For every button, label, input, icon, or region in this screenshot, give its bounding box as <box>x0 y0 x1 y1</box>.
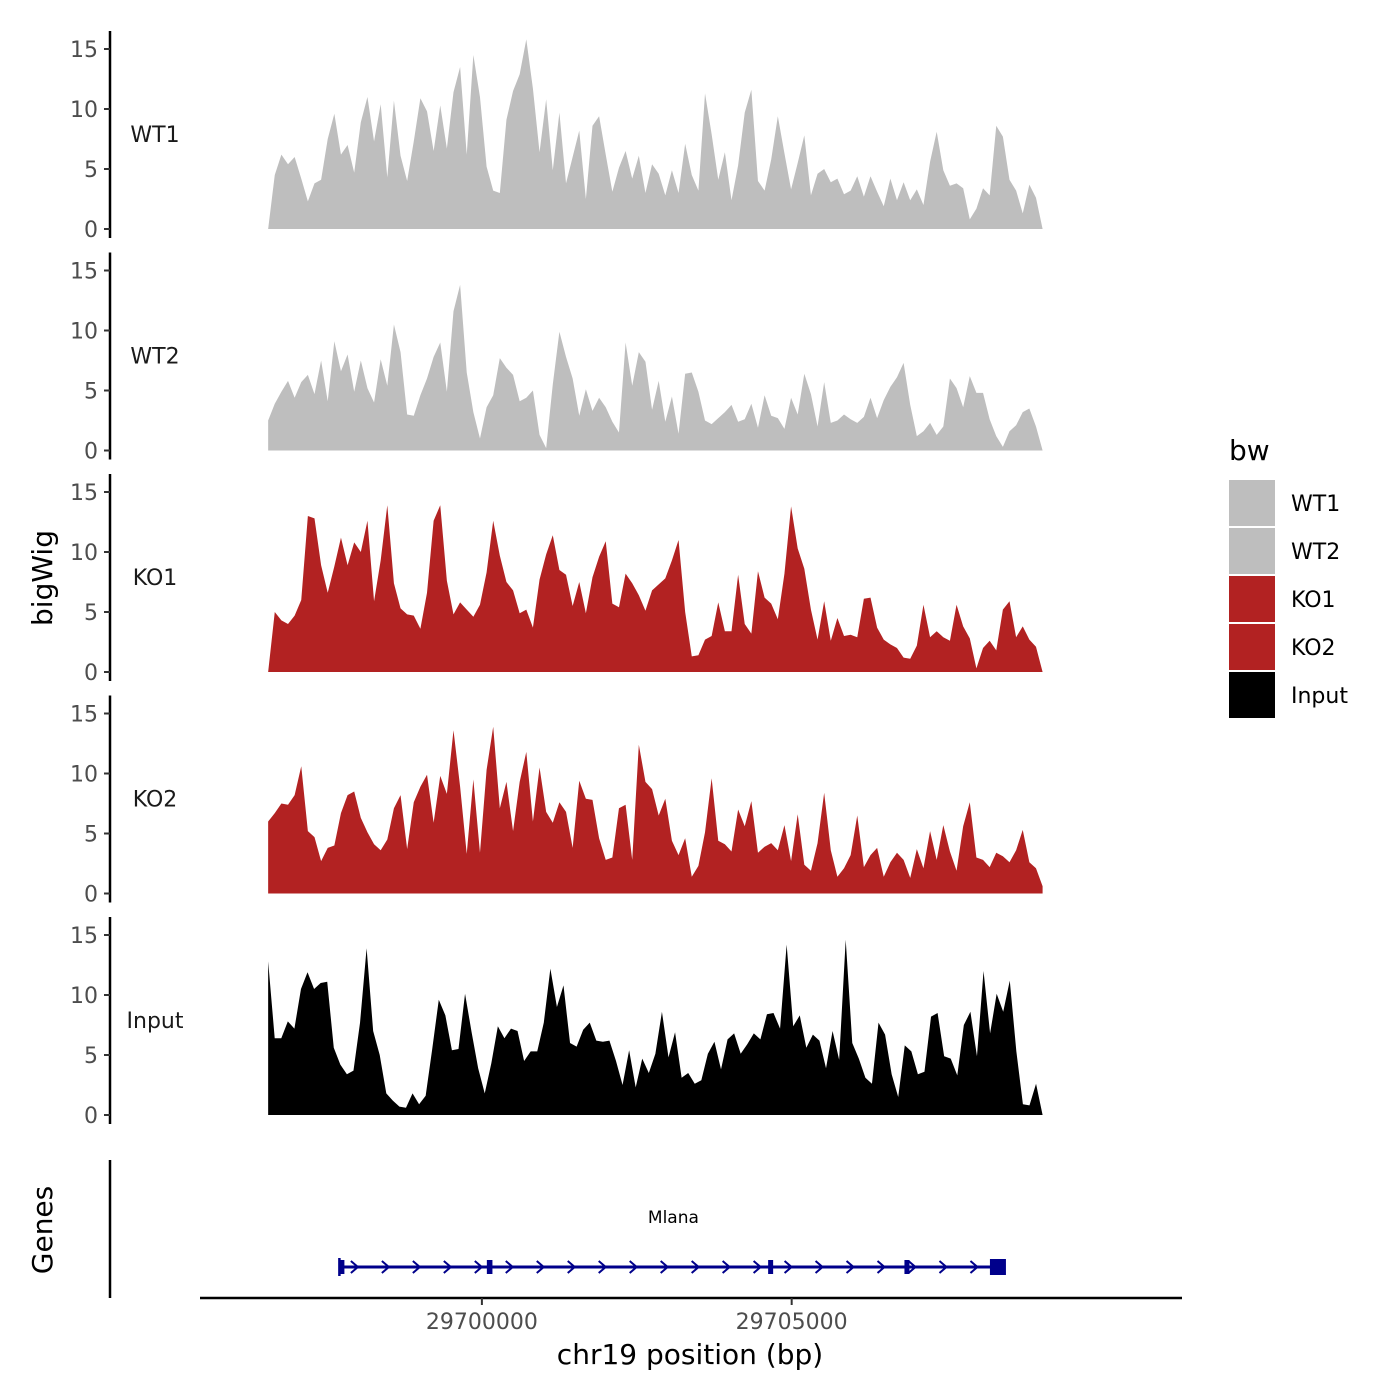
y-tick-label: 5 <box>84 158 98 183</box>
strand-arrow <box>381 1260 391 1274</box>
y-tick-label: 5 <box>84 823 98 848</box>
strand-arrow <box>690 1260 701 1274</box>
strand-arrow <box>814 1260 825 1274</box>
gene-name-label: Mlana <box>648 1208 699 1228</box>
legend-label: KO1 <box>1291 588 1336 613</box>
area-input <box>268 939 1043 1115</box>
legend-label: Input <box>1291 684 1348 709</box>
y-tick-label: 15 <box>70 260 98 285</box>
legend-title: bw <box>1229 434 1270 467</box>
strand-arrow <box>598 1260 608 1274</box>
legend-swatch <box>1229 624 1275 670</box>
area-wt2 <box>268 284 1043 451</box>
gene-exon <box>989 1259 1006 1275</box>
legend-swatch <box>1229 672 1275 718</box>
area-wt1 <box>268 39 1043 230</box>
y-axis-title: bigWig <box>26 530 59 626</box>
strand-arrow <box>969 1260 979 1274</box>
x-tick-label: 29700000 <box>426 1310 538 1335</box>
area-ko1 <box>268 505 1043 672</box>
legend-entry-ko2: KO2 <box>1229 624 1336 670</box>
track-label: KO1 <box>133 566 178 591</box>
y-tick-label: 5 <box>84 601 98 626</box>
y-tick-label: 0 <box>84 883 98 908</box>
strand-arrow <box>412 1260 422 1274</box>
x-axis-title: chr19 position (bp) <box>557 1338 823 1371</box>
legend-entry-wt1: WT1 <box>1229 480 1340 526</box>
x-tick-label: 29705000 <box>736 1310 848 1335</box>
track-label: WT2 <box>130 345 179 370</box>
track-input: 0 5 10 15 Input <box>70 917 1043 1129</box>
y-tick-label: 15 <box>70 924 98 949</box>
track-label: KO2 <box>133 788 178 813</box>
genes-track-label: Genes <box>26 1186 59 1274</box>
y-tick-label: 0 <box>84 218 98 243</box>
legend-swatch <box>1229 576 1275 622</box>
x-axis: 29700000 29705000 <box>200 1296 1182 1335</box>
strand-arrow <box>505 1260 515 1274</box>
y-tick-label: 0 <box>84 661 98 686</box>
legend-swatch <box>1229 528 1275 574</box>
strand-arrow <box>907 1260 918 1274</box>
legend-label: WT1 <box>1291 492 1340 517</box>
track-label: Input <box>127 1009 184 1034</box>
y-tick-label: 10 <box>70 984 98 1009</box>
y-tick-label: 15 <box>70 38 98 63</box>
strand-arrow <box>629 1260 639 1274</box>
strand-arrows <box>350 1260 979 1274</box>
legend-entry-input: Input <box>1229 672 1348 718</box>
y-tick-label: 15 <box>70 703 98 728</box>
gene-exon <box>339 1260 345 1274</box>
y-tick-label: 10 <box>70 763 98 788</box>
gene-exon <box>904 1260 910 1274</box>
strand-arrow <box>752 1260 763 1274</box>
strand-arrow <box>567 1260 577 1274</box>
gene-exon <box>486 1260 493 1274</box>
y-tick-label: 0 <box>84 440 98 465</box>
legend-label: KO2 <box>1291 636 1336 661</box>
y-tick-label: 10 <box>70 541 98 566</box>
track-wt1: 0 5 10 15 WT1 <box>70 31 1043 243</box>
genes-track: Genes Mlana <box>26 1160 1006 1298</box>
y-tick-label: 10 <box>70 98 98 123</box>
strand-arrow <box>845 1260 856 1274</box>
strand-arrow <box>721 1260 732 1274</box>
strand-arrow <box>474 1260 484 1274</box>
y-tick-label: 5 <box>84 380 98 405</box>
track-wt2: 0 5 10 15 WT2 <box>70 252 1043 465</box>
track-ko2: 0 5 10 15 KO2 <box>70 695 1043 908</box>
gene-exon <box>768 1260 774 1274</box>
signal-tracks: 0 5 10 15 WT1 0 5 10 15 WT2 0 5 10 15 KO1 0 5 10 15 KO2 0 5 10… <box>70 31 1043 1129</box>
strand-arrow <box>783 1260 794 1274</box>
strand-arrow <box>350 1260 360 1274</box>
y-tick-label: 5 <box>84 1044 98 1069</box>
y-tick-label: 15 <box>70 481 98 506</box>
strand-arrow <box>660 1260 670 1274</box>
y-tick-label: 0 <box>84 1104 98 1129</box>
track-label: WT1 <box>130 123 179 148</box>
area-ko2 <box>268 726 1043 894</box>
strand-arrow <box>536 1260 546 1274</box>
legend-entry-wt2: WT2 <box>1229 528 1340 574</box>
legend: bw WT1 WT2 KO1 KO2 Input <box>1229 434 1348 718</box>
strand-arrow <box>443 1260 453 1274</box>
y-tick-label: 10 <box>70 320 98 345</box>
strand-arrow <box>876 1260 887 1274</box>
track-ko1: 0 5 10 15 KO1 <box>70 474 1043 686</box>
strand-arrow <box>938 1260 949 1274</box>
legend-label: WT2 <box>1291 540 1340 565</box>
legend-entry-ko1: KO1 <box>1229 576 1336 622</box>
legend-swatch <box>1229 480 1275 526</box>
